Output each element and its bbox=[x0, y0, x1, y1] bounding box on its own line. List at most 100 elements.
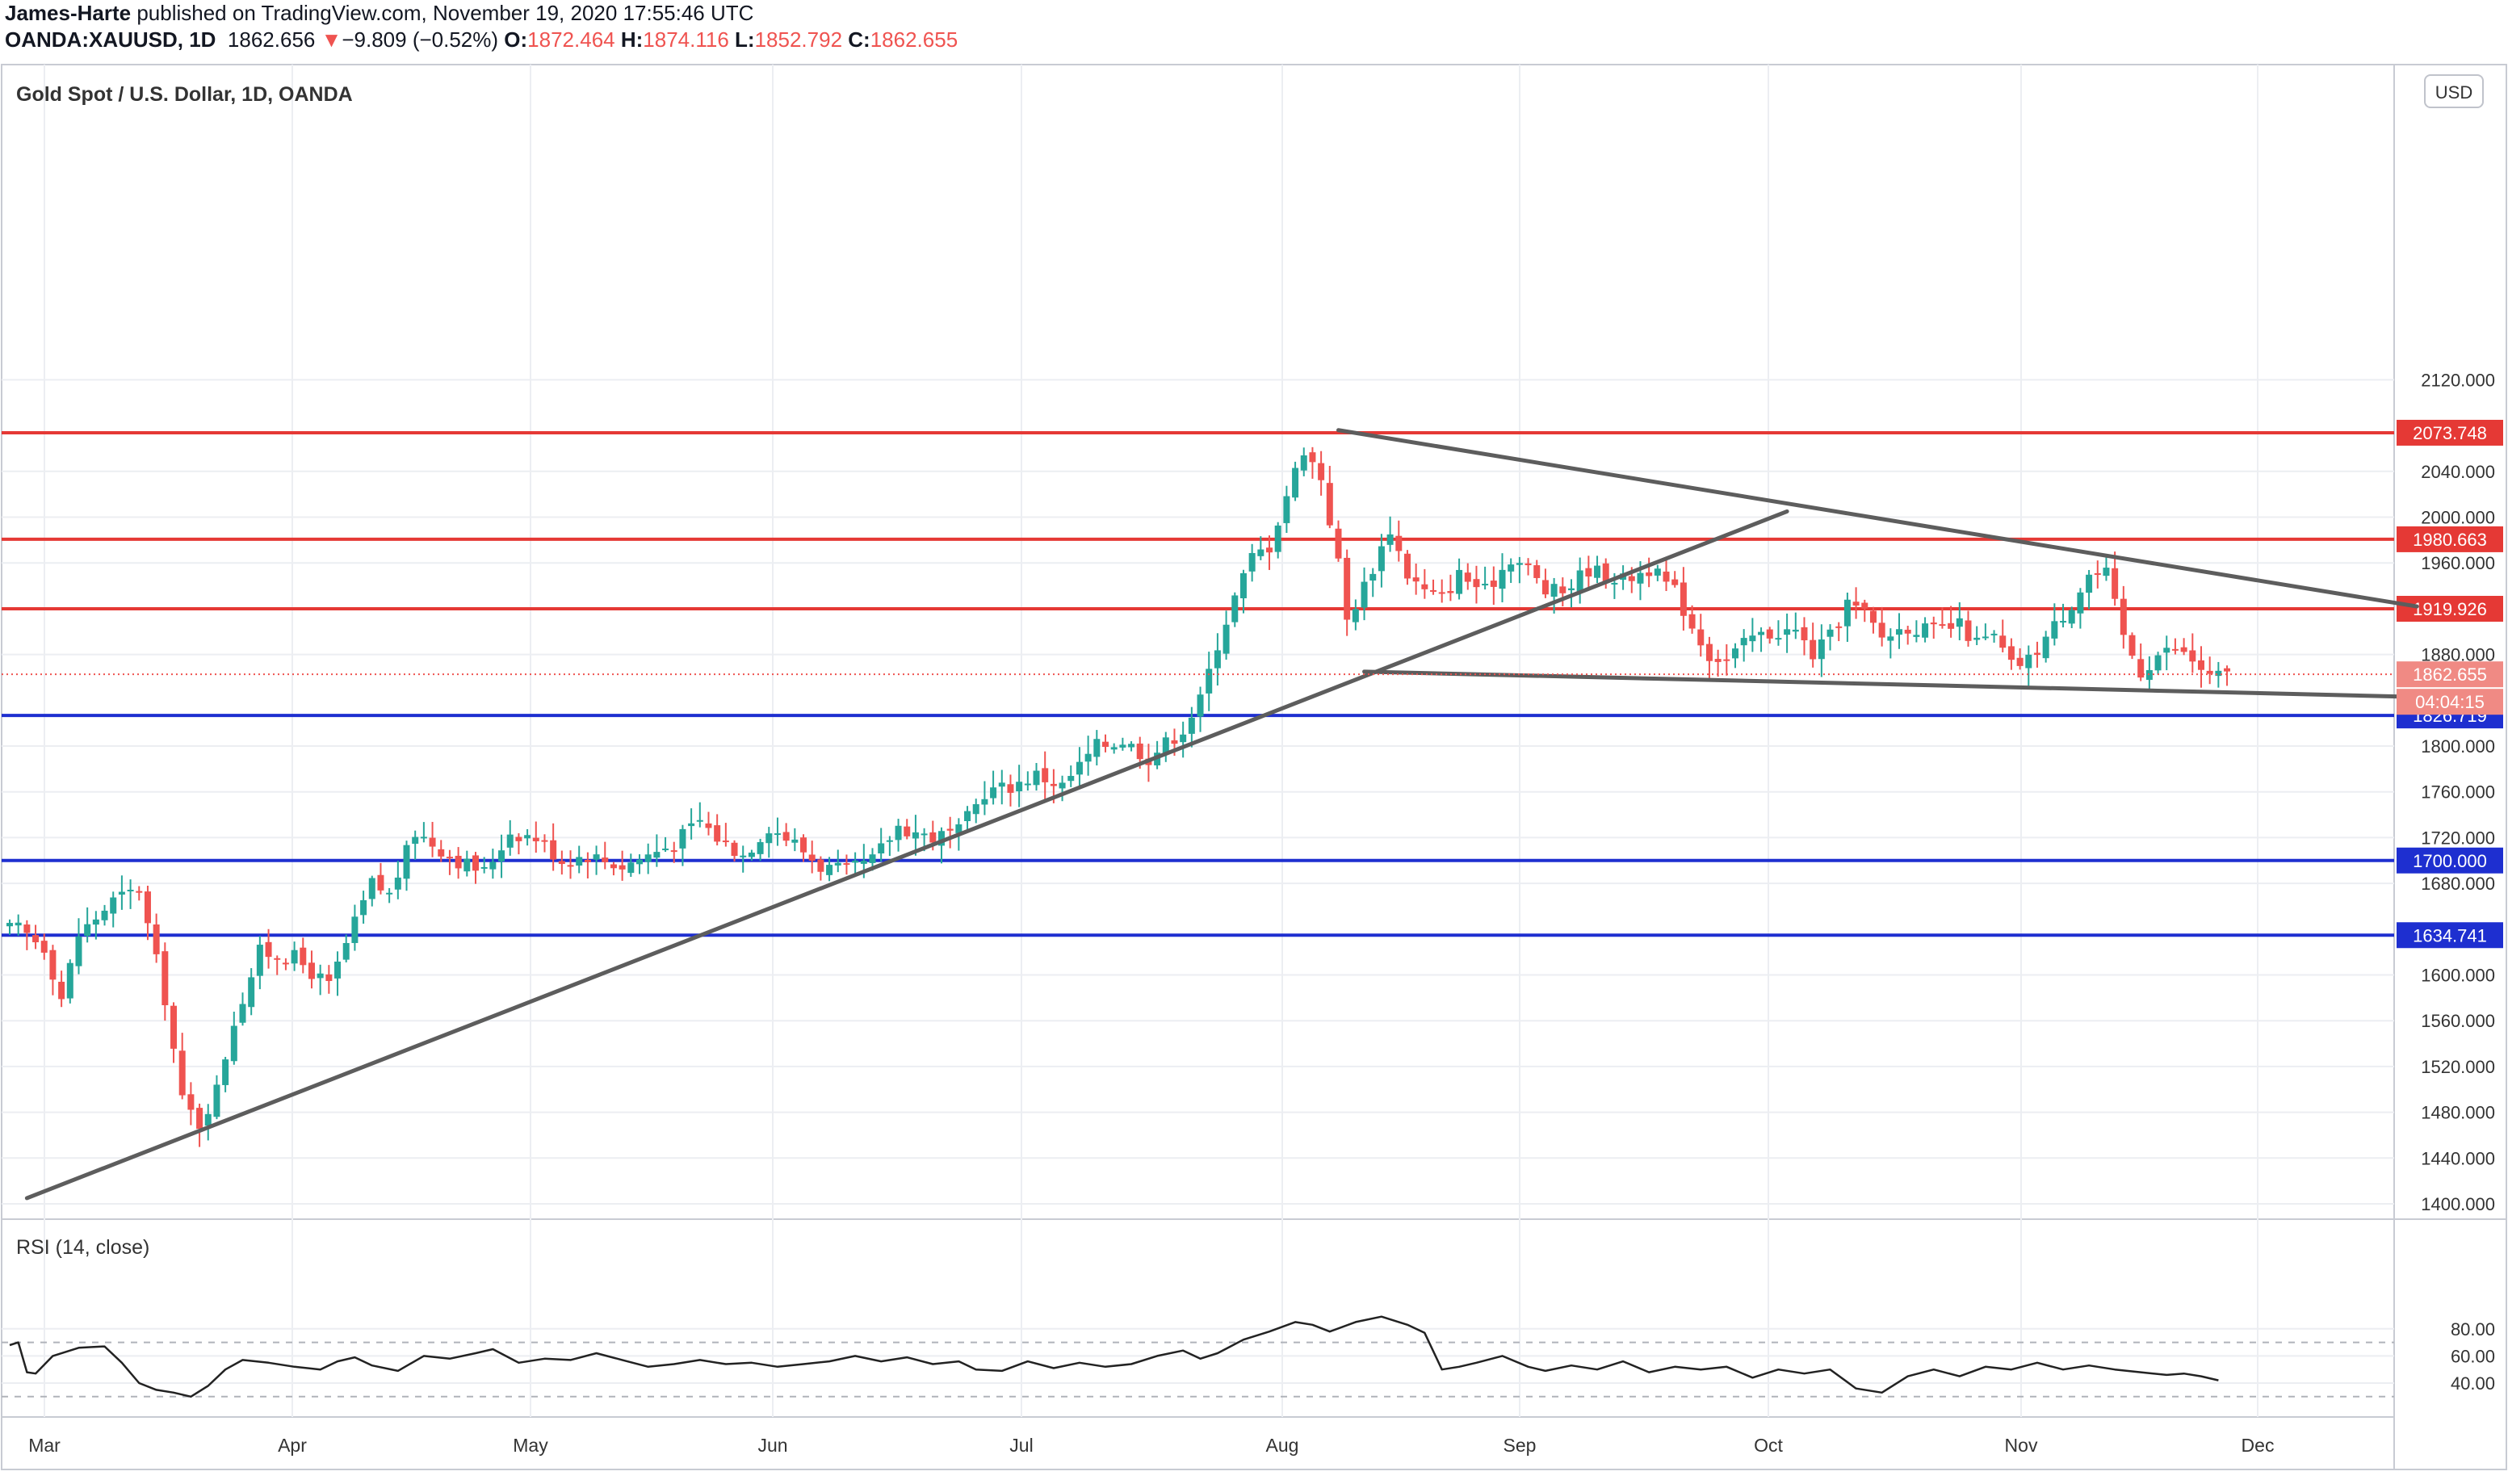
candle-body[interactable] bbox=[791, 839, 799, 843]
trendline[interactable] bbox=[1336, 428, 2419, 609]
candle-body[interactable] bbox=[1352, 609, 1359, 623]
candle-body[interactable] bbox=[1171, 740, 1178, 744]
candle-body[interactable] bbox=[144, 891, 151, 924]
candle-body[interactable] bbox=[1637, 572, 1644, 584]
candle-body[interactable] bbox=[274, 958, 281, 960]
candle-body[interactable] bbox=[1326, 483, 1333, 526]
candle-body[interactable] bbox=[1464, 572, 1471, 582]
candle-body[interactable] bbox=[446, 857, 453, 859]
candle-body[interactable] bbox=[800, 837, 807, 853]
candle-body[interactable] bbox=[2051, 621, 2058, 639]
candle-body[interactable] bbox=[1594, 565, 1601, 578]
candle-body[interactable] bbox=[1818, 639, 1825, 660]
candle-body[interactable] bbox=[403, 845, 410, 879]
price-chart[interactable]: Gold Spot / U.S. Dollar, 1D, OANDA USD 2… bbox=[0, 57, 2508, 1484]
candle-body[interactable] bbox=[964, 811, 971, 821]
candle-body[interactable] bbox=[2016, 657, 2024, 666]
candle-body[interactable] bbox=[1197, 694, 1204, 717]
candle-body[interactable] bbox=[1740, 638, 1747, 646]
candle-body[interactable] bbox=[1749, 635, 1756, 642]
candle-body[interactable] bbox=[170, 1005, 178, 1049]
candle-body[interactable] bbox=[757, 842, 764, 854]
candle-body[interactable] bbox=[1843, 599, 1851, 627]
candle-body[interactable] bbox=[1128, 744, 1135, 748]
candle-body[interactable] bbox=[1318, 463, 1325, 480]
candle-body[interactable] bbox=[1206, 669, 1213, 694]
candle-body[interactable] bbox=[2077, 592, 2084, 614]
candle-body[interactable] bbox=[1939, 624, 1946, 627]
candle-body[interactable] bbox=[731, 842, 738, 857]
candle-body[interactable] bbox=[636, 859, 644, 865]
candle-body[interactable] bbox=[360, 899, 367, 916]
candle-body[interactable] bbox=[1559, 586, 1566, 593]
candle-body[interactable] bbox=[92, 919, 99, 925]
author-name[interactable]: James-Harte bbox=[5, 1, 132, 25]
candle-body[interactable] bbox=[808, 854, 816, 861]
candle-body[interactable] bbox=[1093, 739, 1101, 757]
candle-body[interactable] bbox=[1067, 776, 1075, 782]
candle-body[interactable] bbox=[1188, 717, 1195, 734]
candle-body[interactable] bbox=[593, 854, 600, 860]
candle-body[interactable] bbox=[110, 897, 117, 914]
candle-body[interactable] bbox=[1922, 623, 1929, 638]
candle-body[interactable] bbox=[101, 910, 108, 920]
candle-body[interactable] bbox=[774, 833, 781, 836]
candle-body[interactable] bbox=[1456, 569, 1463, 594]
candle-body[interactable] bbox=[2094, 572, 2101, 575]
candle-body[interactable] bbox=[1999, 635, 2007, 648]
candle-body[interactable] bbox=[1567, 588, 1575, 591]
candle-body[interactable] bbox=[602, 857, 609, 862]
candle-body[interactable] bbox=[1516, 563, 1523, 565]
candle-body[interactable] bbox=[239, 1004, 246, 1023]
candle-body[interactable] bbox=[1550, 584, 1558, 597]
candle-body[interactable] bbox=[998, 782, 1005, 787]
candle-body[interactable] bbox=[2120, 598, 2127, 635]
candle-body[interactable] bbox=[2033, 652, 2040, 656]
candle-body[interactable] bbox=[1896, 629, 1903, 635]
candle-body[interactable] bbox=[23, 924, 31, 933]
candle-body[interactable] bbox=[860, 861, 867, 864]
candle-body[interactable] bbox=[1084, 753, 1092, 762]
candle-body[interactable] bbox=[282, 962, 289, 965]
candle-body[interactable] bbox=[1663, 571, 1670, 582]
candle-body[interactable] bbox=[1335, 528, 1342, 559]
candle-body[interactable] bbox=[972, 804, 979, 815]
candle-body[interactable] bbox=[2224, 668, 2231, 672]
candle-body[interactable] bbox=[1059, 782, 1066, 789]
candle-body[interactable] bbox=[455, 855, 462, 869]
candle-body[interactable] bbox=[679, 828, 686, 849]
candle-body[interactable] bbox=[1016, 782, 1023, 792]
candle-body[interactable] bbox=[765, 833, 773, 844]
candle-body[interactable] bbox=[153, 924, 160, 954]
candle-body[interactable] bbox=[1378, 546, 1385, 572]
candle-body[interactable] bbox=[394, 877, 401, 890]
candle-body[interactable] bbox=[2197, 660, 2204, 670]
candle-body[interactable] bbox=[1482, 584, 1489, 586]
candle-body[interactable] bbox=[178, 1050, 186, 1096]
candle-body[interactable] bbox=[1430, 589, 1437, 592]
candle-body[interactable] bbox=[722, 841, 729, 843]
candle-body[interactable] bbox=[420, 836, 427, 839]
candle-body[interactable] bbox=[852, 860, 859, 863]
candle-body[interactable] bbox=[990, 787, 997, 799]
candle-body[interactable] bbox=[1223, 624, 1230, 654]
candle-body[interactable] bbox=[1585, 568, 1592, 577]
candle-body[interactable] bbox=[2206, 670, 2213, 674]
candle-body[interactable] bbox=[256, 945, 263, 976]
candle-body[interactable] bbox=[84, 924, 91, 937]
candle-body[interactable] bbox=[1309, 452, 1316, 463]
candle-body[interactable] bbox=[222, 1059, 229, 1085]
candle-body[interactable] bbox=[1758, 631, 1765, 635]
candle-body[interactable] bbox=[670, 850, 677, 853]
candle-body[interactable] bbox=[1369, 573, 1377, 581]
candle-body[interactable] bbox=[498, 850, 505, 861]
candle-body[interactable] bbox=[1869, 610, 1877, 623]
candle-body[interactable] bbox=[1421, 584, 1428, 589]
candle-body[interactable] bbox=[619, 865, 626, 870]
candle-body[interactable] bbox=[1930, 623, 1937, 625]
candle-body[interactable] bbox=[567, 865, 574, 867]
candle-body[interactable] bbox=[480, 866, 488, 869]
candle-body[interactable] bbox=[1671, 579, 1679, 585]
candle-body[interactable] bbox=[40, 941, 48, 953]
candle-body[interactable] bbox=[1231, 595, 1239, 623]
